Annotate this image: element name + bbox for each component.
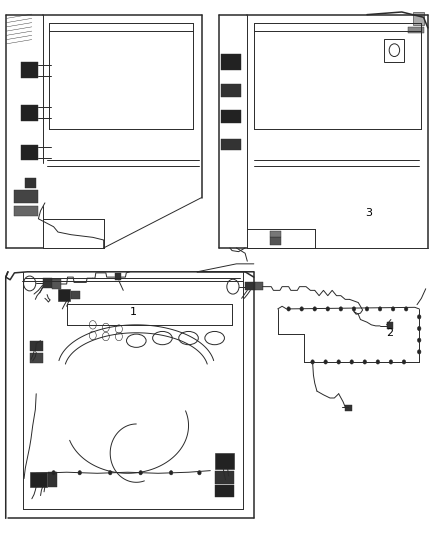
Bar (30, 341, 43, 351)
Circle shape (402, 360, 406, 364)
Bar (345, 406, 352, 411)
Bar (43, 278, 52, 288)
Bar (21, 62, 39, 78)
Bar (48, 472, 57, 487)
Circle shape (287, 307, 290, 311)
Circle shape (376, 360, 380, 364)
Bar (385, 38, 404, 62)
Bar (52, 279, 61, 289)
Bar (413, 12, 424, 25)
Circle shape (170, 471, 173, 475)
Circle shape (365, 307, 369, 311)
Circle shape (417, 315, 421, 319)
Bar (215, 486, 234, 497)
Circle shape (378, 307, 382, 311)
Circle shape (391, 307, 395, 311)
Bar (14, 206, 39, 216)
Bar (387, 322, 393, 328)
Circle shape (78, 471, 81, 475)
Bar (71, 291, 80, 300)
Circle shape (313, 307, 317, 311)
Circle shape (350, 360, 353, 364)
Bar (254, 282, 262, 290)
Circle shape (417, 350, 421, 354)
Circle shape (324, 360, 327, 364)
Bar (58, 289, 70, 301)
Circle shape (417, 326, 421, 330)
Bar (270, 237, 281, 245)
Circle shape (417, 338, 421, 342)
Circle shape (352, 307, 356, 311)
Bar (14, 190, 39, 203)
Bar (245, 282, 254, 290)
Circle shape (198, 471, 201, 475)
Bar (30, 353, 43, 363)
Circle shape (337, 360, 340, 364)
Bar (408, 27, 424, 33)
Bar (21, 105, 39, 120)
Circle shape (389, 360, 392, 364)
Circle shape (300, 307, 304, 311)
Bar (221, 54, 241, 70)
Text: 3: 3 (365, 208, 372, 219)
Bar (270, 231, 281, 237)
Circle shape (109, 471, 112, 475)
Bar (30, 472, 47, 487)
Circle shape (363, 360, 367, 364)
Bar (215, 453, 234, 469)
Circle shape (339, 307, 343, 311)
Bar (221, 139, 241, 150)
Text: 1: 1 (130, 306, 137, 317)
Bar (221, 84, 241, 97)
Text: 2: 2 (387, 328, 394, 338)
Bar (221, 110, 241, 123)
Circle shape (52, 471, 55, 475)
Circle shape (139, 471, 142, 475)
Bar (115, 273, 121, 280)
Circle shape (311, 360, 314, 364)
Bar (21, 144, 39, 160)
Circle shape (404, 307, 408, 311)
Circle shape (326, 307, 329, 311)
Bar (25, 179, 36, 188)
Bar (215, 471, 234, 484)
